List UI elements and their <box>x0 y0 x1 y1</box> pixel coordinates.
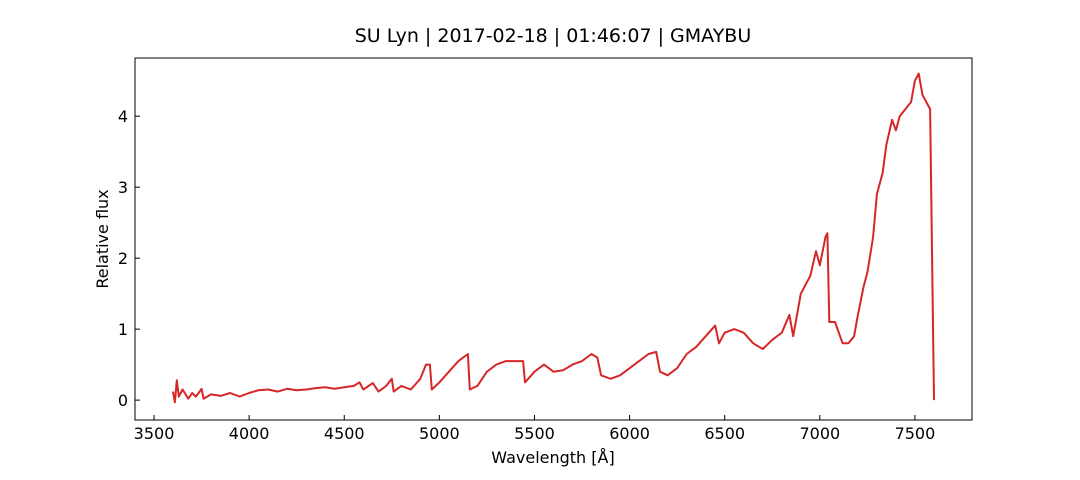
x-tick-label: 5000 <box>419 424 460 443</box>
y-tick-label: 3 <box>118 178 128 197</box>
y-tick-label: 0 <box>118 391 128 410</box>
x-tick-label: 5500 <box>514 424 555 443</box>
plot-frame <box>134 57 973 421</box>
spectrum-line <box>172 72 935 404</box>
x-tick-label: 4000 <box>229 424 270 443</box>
x-tick-label: 7500 <box>895 424 936 443</box>
x-tick-label: 4500 <box>324 424 365 443</box>
x-tick-label: 6500 <box>704 424 745 443</box>
x-tick-label: 3500 <box>134 424 175 443</box>
x-axis-label: Wavelength [Å] <box>491 448 614 467</box>
x-tick-label: 6000 <box>609 424 650 443</box>
y-axis-label: Relative flux <box>93 189 112 288</box>
y-tick-label: 2 <box>118 249 128 268</box>
y-tick-label: 4 <box>118 107 128 126</box>
chart-title: SU Lyn | 2017-02-18 | 01:46:07 | GMAYBU <box>355 25 752 47</box>
x-tick-label: 7000 <box>799 424 840 443</box>
y-tick-label: 1 <box>118 320 128 339</box>
